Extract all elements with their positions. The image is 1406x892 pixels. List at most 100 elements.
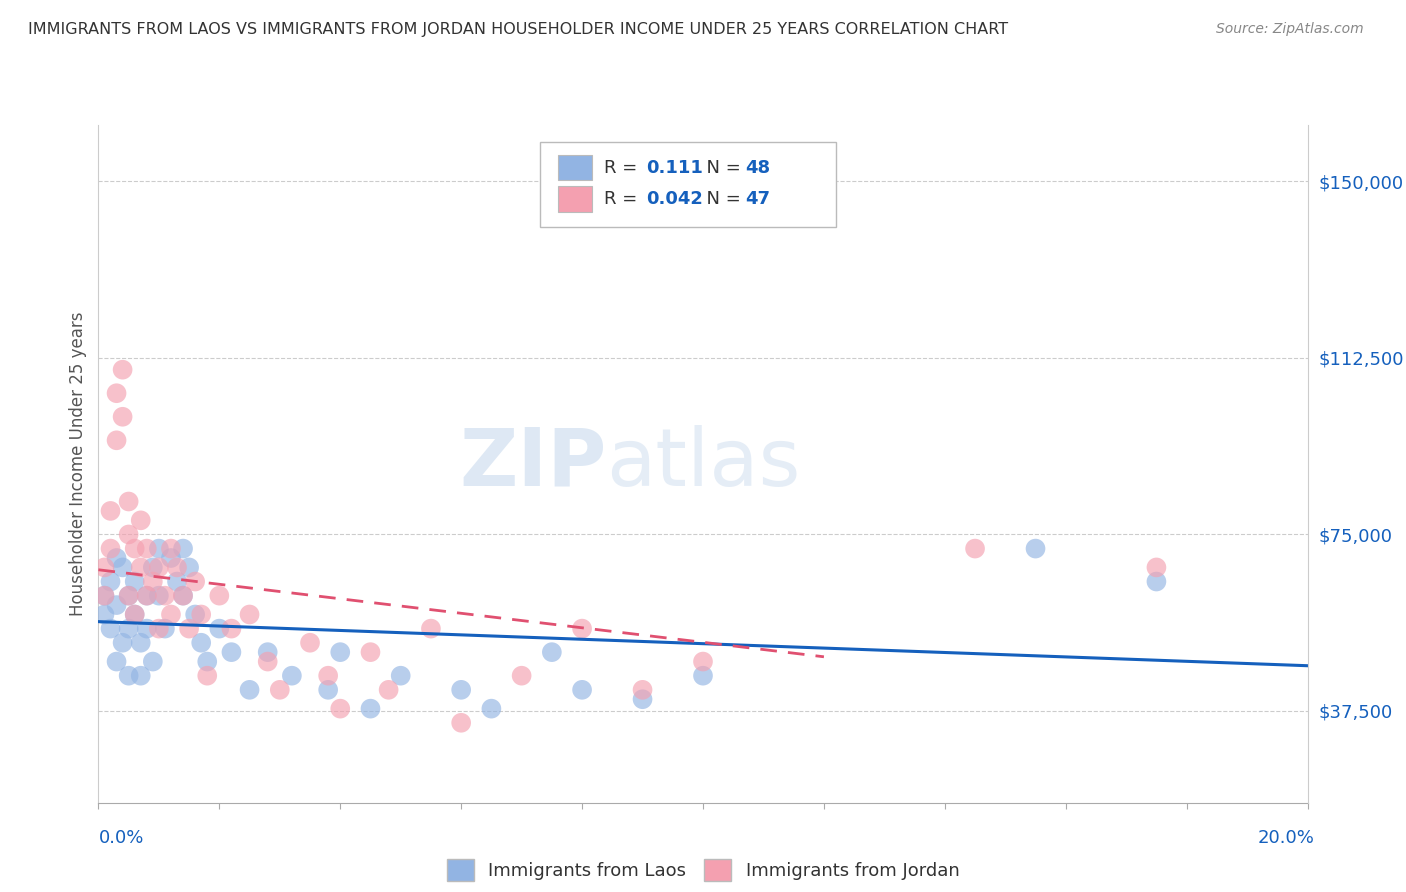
Text: IMMIGRANTS FROM LAOS VS IMMIGRANTS FROM JORDAN HOUSEHOLDER INCOME UNDER 25 YEARS: IMMIGRANTS FROM LAOS VS IMMIGRANTS FROM … bbox=[28, 22, 1008, 37]
Bar bbox=[558, 186, 592, 211]
FancyBboxPatch shape bbox=[540, 142, 837, 227]
Point bbox=[299, 636, 322, 650]
Point bbox=[160, 551, 183, 566]
Point bbox=[142, 560, 165, 574]
Point bbox=[239, 682, 262, 697]
Point bbox=[571, 682, 593, 697]
Point bbox=[965, 541, 987, 556]
Point bbox=[190, 636, 212, 650]
Point bbox=[160, 541, 183, 556]
Text: atlas: atlas bbox=[606, 425, 800, 503]
Point bbox=[111, 362, 134, 376]
Point bbox=[118, 622, 141, 636]
Point bbox=[190, 607, 212, 622]
Point bbox=[148, 589, 170, 603]
Point bbox=[135, 541, 157, 556]
Point bbox=[142, 655, 165, 669]
Point bbox=[166, 560, 188, 574]
Point bbox=[208, 589, 231, 603]
Text: N =: N = bbox=[695, 190, 747, 208]
Point bbox=[692, 669, 714, 683]
Point bbox=[450, 682, 472, 697]
Point bbox=[510, 669, 533, 683]
Point bbox=[571, 622, 593, 636]
Point bbox=[316, 682, 339, 697]
Point bbox=[129, 636, 152, 650]
Point bbox=[631, 692, 654, 706]
Point bbox=[100, 622, 122, 636]
Point bbox=[111, 409, 134, 424]
Point bbox=[124, 607, 146, 622]
Point bbox=[631, 682, 654, 697]
Point bbox=[118, 589, 141, 603]
Y-axis label: Householder Income Under 25 years: Householder Income Under 25 years bbox=[69, 311, 87, 616]
Point bbox=[124, 574, 146, 589]
Point bbox=[135, 589, 157, 603]
Point bbox=[148, 622, 170, 636]
Text: 20.0%: 20.0% bbox=[1258, 829, 1315, 847]
Point bbox=[135, 589, 157, 603]
Text: R =: R = bbox=[603, 190, 643, 208]
Point bbox=[1144, 560, 1167, 574]
Point bbox=[93, 607, 115, 622]
Point bbox=[118, 669, 141, 683]
Point bbox=[179, 622, 201, 636]
Point bbox=[195, 669, 218, 683]
Point bbox=[118, 589, 141, 603]
Point bbox=[142, 574, 165, 589]
Text: 0.111: 0.111 bbox=[647, 159, 703, 177]
Point bbox=[105, 434, 128, 448]
Point bbox=[118, 527, 141, 541]
Point bbox=[281, 669, 304, 683]
Point bbox=[166, 574, 188, 589]
Point bbox=[239, 607, 262, 622]
Point bbox=[129, 560, 152, 574]
Point bbox=[100, 504, 122, 518]
Point bbox=[111, 636, 134, 650]
Point bbox=[692, 655, 714, 669]
Point bbox=[360, 701, 382, 715]
Point bbox=[105, 386, 128, 401]
Point bbox=[93, 589, 115, 603]
Point bbox=[420, 622, 443, 636]
Point bbox=[184, 607, 207, 622]
Point bbox=[172, 589, 194, 603]
Point bbox=[100, 541, 122, 556]
Text: 47: 47 bbox=[745, 190, 770, 208]
Point bbox=[153, 589, 176, 603]
Point bbox=[172, 589, 194, 603]
Point bbox=[481, 701, 503, 715]
Point bbox=[135, 622, 157, 636]
Point bbox=[105, 655, 128, 669]
Point bbox=[195, 655, 218, 669]
Point bbox=[184, 574, 207, 589]
Text: ZIP: ZIP bbox=[458, 425, 606, 503]
Point bbox=[129, 513, 152, 527]
Point bbox=[124, 607, 146, 622]
Legend: Immigrants from Laos, Immigrants from Jordan: Immigrants from Laos, Immigrants from Jo… bbox=[439, 852, 967, 888]
Point bbox=[153, 622, 176, 636]
Point bbox=[208, 622, 231, 636]
Point bbox=[118, 494, 141, 508]
Text: Source: ZipAtlas.com: Source: ZipAtlas.com bbox=[1216, 22, 1364, 37]
Text: N =: N = bbox=[695, 159, 747, 177]
Point bbox=[256, 645, 278, 659]
Point bbox=[172, 541, 194, 556]
Point bbox=[129, 669, 152, 683]
Point bbox=[105, 598, 128, 612]
Point bbox=[269, 682, 291, 697]
Point bbox=[256, 655, 278, 669]
Point bbox=[360, 645, 382, 659]
Point bbox=[329, 701, 352, 715]
Text: 48: 48 bbox=[745, 159, 770, 177]
Point bbox=[540, 645, 562, 659]
Point bbox=[105, 551, 128, 566]
Text: 0.0%: 0.0% bbox=[98, 829, 143, 847]
Point bbox=[389, 669, 412, 683]
Point bbox=[450, 715, 472, 730]
Point bbox=[160, 607, 183, 622]
Point bbox=[1144, 574, 1167, 589]
Text: 0.042: 0.042 bbox=[647, 190, 703, 208]
Point bbox=[93, 589, 115, 603]
Point bbox=[1024, 541, 1046, 556]
